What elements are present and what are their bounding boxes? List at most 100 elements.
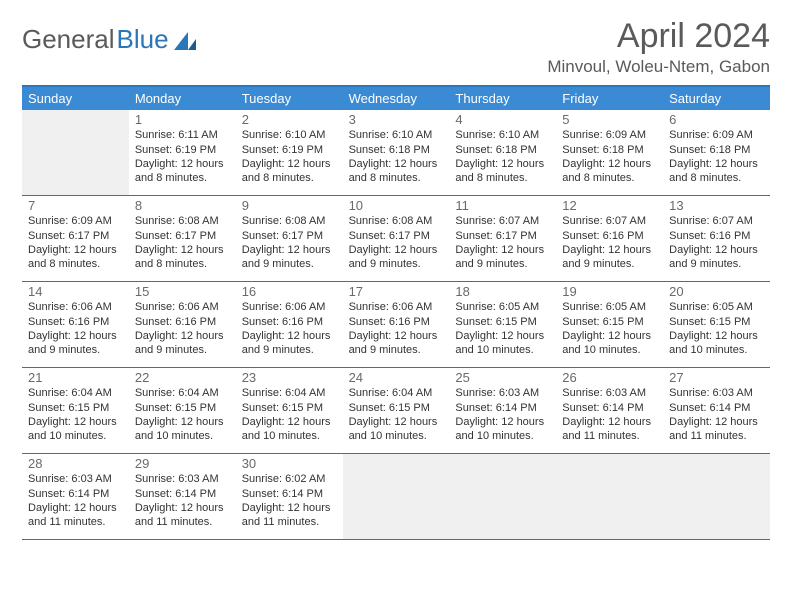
day-cell xyxy=(22,110,129,196)
sunrise-text: Sunrise: 6:05 AM xyxy=(669,300,764,314)
day-number: 1 xyxy=(135,112,230,127)
daylight-text: Daylight: 12 hours and 9 minutes. xyxy=(242,329,337,358)
sunset-text: Sunset: 6:16 PM xyxy=(562,229,657,243)
daylight-text: Daylight: 12 hours and 10 minutes. xyxy=(669,329,764,358)
day-info: Sunrise: 6:03 AMSunset: 6:14 PMDaylight:… xyxy=(455,386,550,443)
sunset-text: Sunset: 6:16 PM xyxy=(135,315,230,329)
logo: GeneralBlue xyxy=(22,18,200,55)
sunset-text: Sunset: 6:17 PM xyxy=(242,229,337,243)
daylight-text: Daylight: 12 hours and 8 minutes. xyxy=(349,157,444,186)
day-info: Sunrise: 6:08 AMSunset: 6:17 PMDaylight:… xyxy=(242,214,337,271)
sunset-text: Sunset: 6:14 PM xyxy=(242,487,337,501)
day-cell: 5Sunrise: 6:09 AMSunset: 6:18 PMDaylight… xyxy=(556,110,663,196)
sunset-text: Sunset: 6:16 PM xyxy=(669,229,764,243)
header: GeneralBlue April 2024 Minvoul, Woleu-Nt… xyxy=(22,18,770,77)
day-info: Sunrise: 6:06 AMSunset: 6:16 PMDaylight:… xyxy=(242,300,337,357)
sunset-text: Sunset: 6:15 PM xyxy=(669,315,764,329)
day-cell: 14Sunrise: 6:06 AMSunset: 6:16 PMDayligh… xyxy=(22,282,129,368)
day-cell: 17Sunrise: 6:06 AMSunset: 6:16 PMDayligh… xyxy=(343,282,450,368)
day-info: Sunrise: 6:07 AMSunset: 6:16 PMDaylight:… xyxy=(669,214,764,271)
daylight-text: Daylight: 12 hours and 8 minutes. xyxy=(28,243,123,272)
sunset-text: Sunset: 6:15 PM xyxy=(349,401,444,415)
sunset-text: Sunset: 6:18 PM xyxy=(669,143,764,157)
daylight-text: Daylight: 12 hours and 8 minutes. xyxy=(455,157,550,186)
day-number: 28 xyxy=(28,456,123,471)
sunrise-text: Sunrise: 6:07 AM xyxy=(669,214,764,228)
sunrise-text: Sunrise: 6:10 AM xyxy=(349,128,444,142)
sunset-text: Sunset: 6:18 PM xyxy=(349,143,444,157)
day-info: Sunrise: 6:10 AMSunset: 6:18 PMDaylight:… xyxy=(455,128,550,185)
month-title: April 2024 xyxy=(547,18,770,55)
daylight-text: Daylight: 12 hours and 8 minutes. xyxy=(562,157,657,186)
sunrise-text: Sunrise: 6:02 AM xyxy=(242,472,337,486)
daylight-text: Daylight: 12 hours and 10 minutes. xyxy=(455,415,550,444)
logo-text-1: General xyxy=(22,24,115,55)
day-cell: 3Sunrise: 6:10 AMSunset: 6:18 PMDaylight… xyxy=(343,110,450,196)
sunset-text: Sunset: 6:17 PM xyxy=(135,229,230,243)
day-cell: 18Sunrise: 6:05 AMSunset: 6:15 PMDayligh… xyxy=(449,282,556,368)
sunset-text: Sunset: 6:15 PM xyxy=(242,401,337,415)
sunrise-text: Sunrise: 6:06 AM xyxy=(28,300,123,314)
day-number: 14 xyxy=(28,284,123,299)
daylight-text: Daylight: 12 hours and 11 minutes. xyxy=(562,415,657,444)
day-cell: 16Sunrise: 6:06 AMSunset: 6:16 PMDayligh… xyxy=(236,282,343,368)
day-info: Sunrise: 6:10 AMSunset: 6:18 PMDaylight:… xyxy=(349,128,444,185)
calendar-page: GeneralBlue April 2024 Minvoul, Woleu-Nt… xyxy=(0,0,792,550)
daylight-text: Daylight: 12 hours and 8 minutes. xyxy=(135,157,230,186)
day-info: Sunrise: 6:09 AMSunset: 6:18 PMDaylight:… xyxy=(669,128,764,185)
day-cell xyxy=(343,454,450,540)
sunset-text: Sunset: 6:14 PM xyxy=(562,401,657,415)
day-info: Sunrise: 6:04 AMSunset: 6:15 PMDaylight:… xyxy=(242,386,337,443)
sunrise-text: Sunrise: 6:04 AM xyxy=(28,386,123,400)
day-cell: 8Sunrise: 6:08 AMSunset: 6:17 PMDaylight… xyxy=(129,196,236,282)
day-cell: 2Sunrise: 6:10 AMSunset: 6:19 PMDaylight… xyxy=(236,110,343,196)
sunset-text: Sunset: 6:15 PM xyxy=(562,315,657,329)
sunrise-text: Sunrise: 6:07 AM xyxy=(562,214,657,228)
daylight-text: Daylight: 12 hours and 11 minutes. xyxy=(135,501,230,530)
logo-text-2: Blue xyxy=(117,24,169,55)
day-info: Sunrise: 6:03 AMSunset: 6:14 PMDaylight:… xyxy=(28,472,123,529)
day-number: 8 xyxy=(135,198,230,213)
day-number: 25 xyxy=(455,370,550,385)
sunrise-text: Sunrise: 6:03 AM xyxy=(455,386,550,400)
sunrise-text: Sunrise: 6:04 AM xyxy=(349,386,444,400)
day-cell: 25Sunrise: 6:03 AMSunset: 6:14 PMDayligh… xyxy=(449,368,556,454)
weekday-wed: Wednesday xyxy=(343,87,450,110)
day-info: Sunrise: 6:08 AMSunset: 6:17 PMDaylight:… xyxy=(135,214,230,271)
day-cell xyxy=(449,454,556,540)
day-number: 5 xyxy=(562,112,657,127)
daylight-text: Daylight: 12 hours and 9 minutes. xyxy=(562,243,657,272)
day-cell: 10Sunrise: 6:08 AMSunset: 6:17 PMDayligh… xyxy=(343,196,450,282)
day-number: 6 xyxy=(669,112,764,127)
day-cell: 26Sunrise: 6:03 AMSunset: 6:14 PMDayligh… xyxy=(556,368,663,454)
daylight-text: Daylight: 12 hours and 11 minutes. xyxy=(28,501,123,530)
day-cell: 15Sunrise: 6:06 AMSunset: 6:16 PMDayligh… xyxy=(129,282,236,368)
sunrise-text: Sunrise: 6:10 AM xyxy=(242,128,337,142)
sunrise-text: Sunrise: 6:06 AM xyxy=(135,300,230,314)
sunset-text: Sunset: 6:18 PM xyxy=(455,143,550,157)
sunset-text: Sunset: 6:15 PM xyxy=(28,401,123,415)
sunrise-text: Sunrise: 6:08 AM xyxy=(135,214,230,228)
day-cell: 1Sunrise: 6:11 AMSunset: 6:19 PMDaylight… xyxy=(129,110,236,196)
sunset-text: Sunset: 6:19 PM xyxy=(135,143,230,157)
weekday-tue: Tuesday xyxy=(236,87,343,110)
day-cell: 22Sunrise: 6:04 AMSunset: 6:15 PMDayligh… xyxy=(129,368,236,454)
day-cell xyxy=(663,454,770,540)
logo-icon xyxy=(174,32,200,50)
day-number: 10 xyxy=(349,198,444,213)
day-cell: 6Sunrise: 6:09 AMSunset: 6:18 PMDaylight… xyxy=(663,110,770,196)
day-number: 22 xyxy=(135,370,230,385)
day-number: 4 xyxy=(455,112,550,127)
day-number: 11 xyxy=(455,198,550,213)
sunset-text: Sunset: 6:16 PM xyxy=(242,315,337,329)
daylight-text: Daylight: 12 hours and 8 minutes. xyxy=(669,157,764,186)
day-info: Sunrise: 6:04 AMSunset: 6:15 PMDaylight:… xyxy=(349,386,444,443)
day-cell: 7Sunrise: 6:09 AMSunset: 6:17 PMDaylight… xyxy=(22,196,129,282)
weekday-fri: Friday xyxy=(556,87,663,110)
daylight-text: Daylight: 12 hours and 9 minutes. xyxy=(349,329,444,358)
day-cell: 24Sunrise: 6:04 AMSunset: 6:15 PMDayligh… xyxy=(343,368,450,454)
day-number: 20 xyxy=(669,284,764,299)
day-number: 7 xyxy=(28,198,123,213)
weekday-header: Sunday Monday Tuesday Wednesday Thursday… xyxy=(22,87,770,110)
day-cell: 9Sunrise: 6:08 AMSunset: 6:17 PMDaylight… xyxy=(236,196,343,282)
